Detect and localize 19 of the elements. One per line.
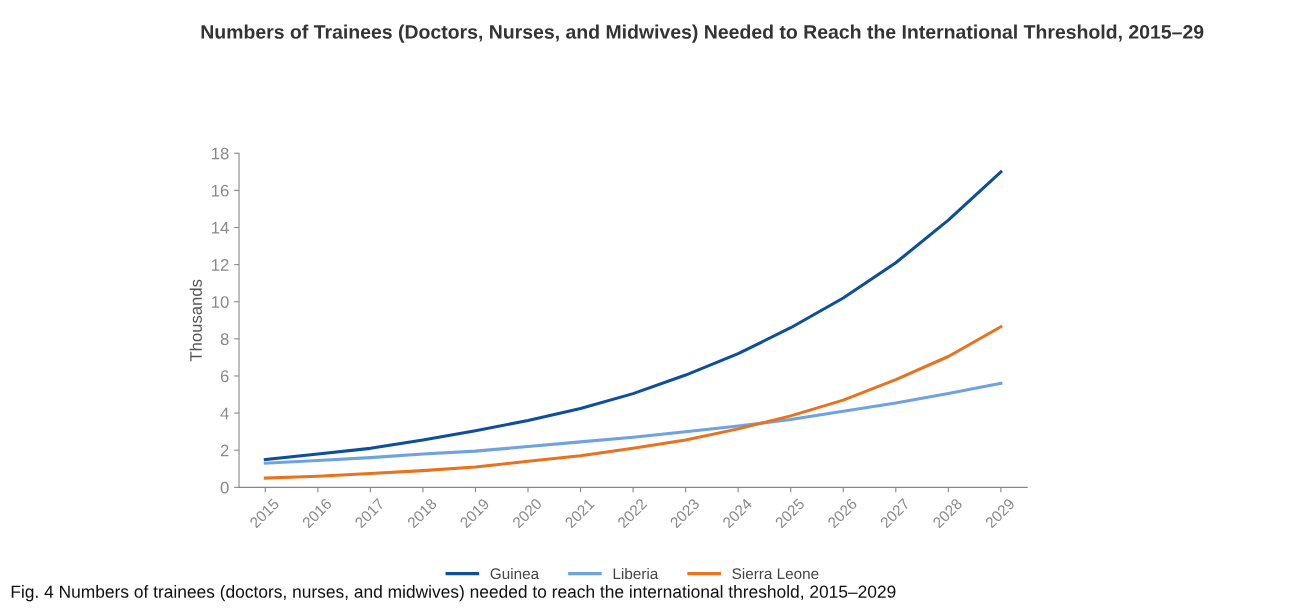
y-tick-label: 2 xyxy=(220,444,229,457)
legend-label: Liberia xyxy=(613,567,659,580)
y-tick-label: 12 xyxy=(212,259,229,271)
legend-label: Guinea xyxy=(490,567,540,580)
y-axis-title: Thousands xyxy=(189,279,202,362)
line-series xyxy=(263,325,1003,480)
y-tick-label: 8 xyxy=(220,333,229,346)
caption: Fig. 4 Numbers of trainees (doctors, nurses, and midwives) needed to reach the international threshold, 2015–2029 xyxy=(11,585,896,602)
chart-title: Numbers of Trainees (Doctors, Nurses, and Midwives) Needed to Reach the International Threshold, 2015–29 xyxy=(201,24,1204,43)
y-tick-label: 0 xyxy=(220,481,229,494)
y-tick-label: 16 xyxy=(212,184,229,197)
y-tick-label: 6 xyxy=(220,370,229,383)
line-series xyxy=(263,381,1003,465)
legend-label: Sierra Leone xyxy=(732,567,819,580)
line-series xyxy=(263,170,1003,462)
y-tick-label: 4 xyxy=(220,407,229,420)
y-tick-label: 14 xyxy=(212,222,229,234)
y-tick-label: 10 xyxy=(212,296,229,308)
y-tick-label: 18 xyxy=(212,147,229,160)
